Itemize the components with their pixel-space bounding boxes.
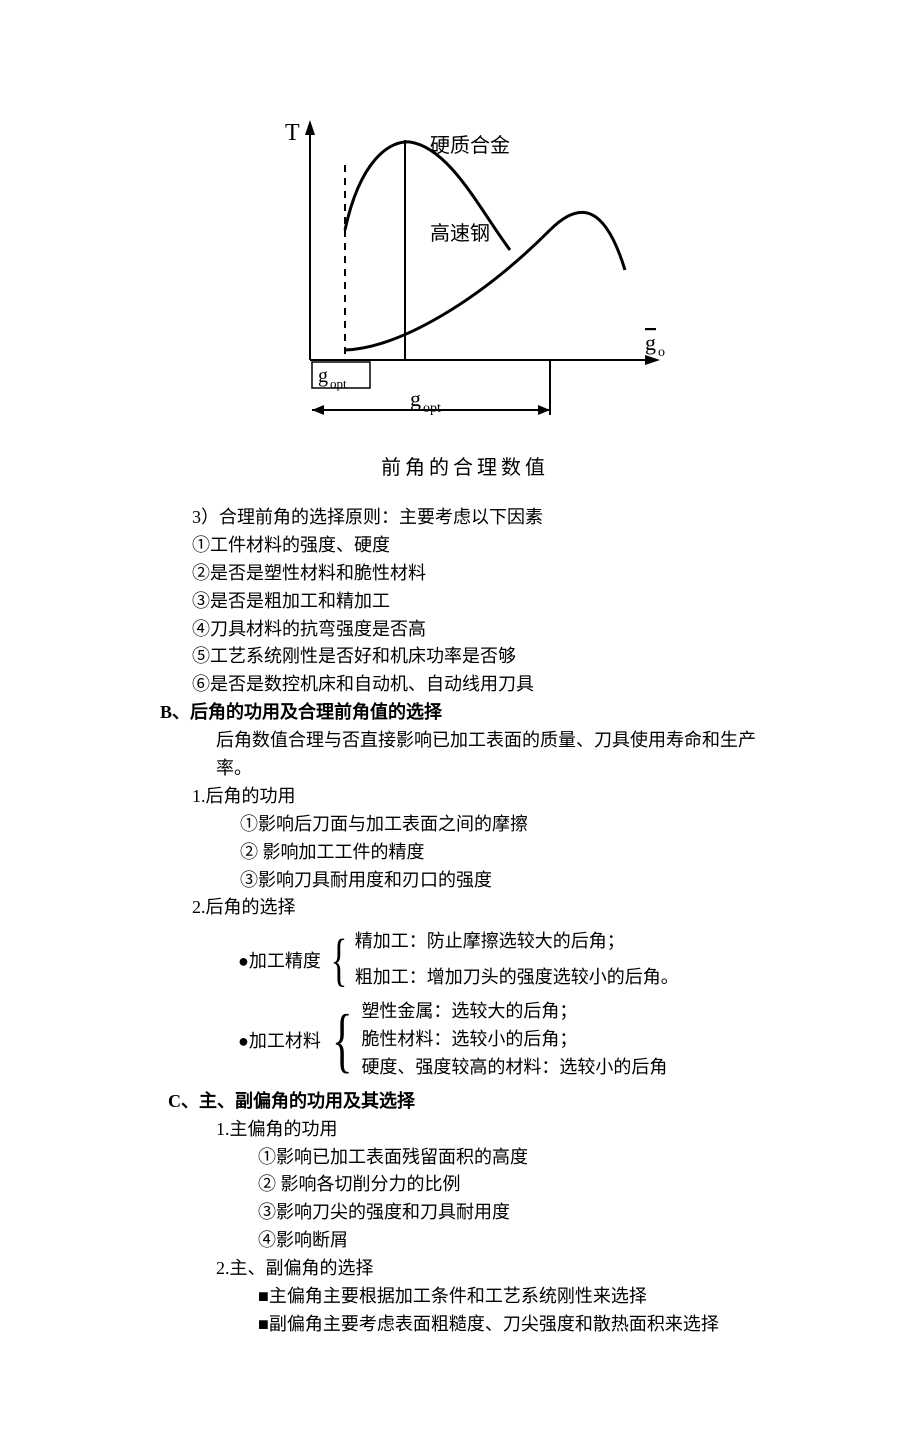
svg-text:opt: opt — [330, 376, 347, 391]
series-hss-label: 高速钢 — [430, 222, 490, 245]
brace-precision-item-1: 精加工：防止摩擦选较大的后角； — [355, 928, 679, 956]
gopt-label-1: g — [318, 365, 328, 387]
sec3-item-2: ②是否是塑性材料和脆性材料 — [160, 560, 770, 588]
brace-material-item-1: 塑性金属：选较大的后角； — [361, 998, 667, 1026]
brace-precision-item-2: 粗加工：增加刀头的强度选较小的后角。 — [355, 964, 679, 992]
B-sub1-item-2: ② 影响加工工件的精度 — [160, 839, 770, 867]
series-carbide-label: 硬质合金 — [430, 134, 510, 157]
chart-svg: T g o 硬质合金 高速钢 g opt g opt — [250, 100, 680, 440]
C-sub1-item-3: ③影响刀尖的强度和刀具耐用度 — [160, 1199, 770, 1227]
rake-angle-chart: T g o 硬质合金 高速钢 g opt g opt — [250, 100, 680, 480]
sec3-item-4: ④刀具材料的抗弯强度是否高 — [160, 616, 770, 644]
svg-text:o: o — [658, 345, 665, 360]
brace-precision: ●加工精度 { 精加工：防止摩擦选较大的后角； 粗加工：增加刀头的强度选较小的后… — [238, 928, 770, 992]
brace-glyph: { — [330, 934, 347, 986]
C-sub2-title: 2.主、副偏角的选择 — [160, 1255, 770, 1283]
x-axis-label: g — [645, 330, 656, 355]
chart-caption: 前角的合理数值 — [250, 451, 680, 480]
B-sub2-title: 2.后角的选择 — [160, 894, 770, 922]
gopt-label-2: g — [410, 386, 421, 411]
B-title: B、后角的功用及合理前角值的选择 — [160, 699, 770, 727]
B-intro: 后角数值合理与否直接影响已加工表面的质量、刀具使用寿命和生产率。 — [160, 727, 770, 783]
svg-text:opt: opt — [423, 401, 441, 416]
sec3-item-6: ⑥是否是数控机床和自动机、自动线用刀具 — [160, 671, 770, 699]
C-sub1-item-2: ② 影响各切削分力的比例 — [160, 1171, 770, 1199]
sec3-heading: 3）合理前角的选择原则：主要考虑以下因素 — [160, 504, 770, 532]
C-sub2-item-1: ■主偏角主要根据加工条件和工艺系统刚性来选择 — [160, 1283, 770, 1311]
sec3-item-3: ③是否是粗加工和精加工 — [160, 588, 770, 616]
y-axis-label: T — [285, 120, 300, 146]
B-sub1-title: 1.后角的功用 — [160, 783, 770, 811]
brace-precision-label: ●加工精度 — [238, 947, 321, 973]
C-sub1-item-4: ④影响断屑 — [160, 1227, 770, 1255]
brace-material-item-3: 硬度、强度较高的材料：选较小的后角 — [361, 1054, 667, 1082]
brace-material-item-2: 脆性材料：选较小的后角； — [361, 1026, 667, 1054]
brace-glyph: { — [332, 1008, 353, 1073]
brace-material-label: ●加工材料 — [238, 1027, 321, 1053]
B-sub1-item-3: ③影响刀具耐用度和刃口的强度 — [160, 867, 770, 895]
C-sub1-title: 1.主偏角的功用 — [160, 1116, 770, 1144]
sec3-item-5: ⑤工艺系统刚性是否好和机床功率是否够 — [160, 643, 770, 671]
C-sub2-item-2: ■副偏角主要考虑表面粗糙度、刀尖强度和散热面积来选择 — [160, 1311, 770, 1339]
sec3-item-1: ①工件材料的强度、硬度 — [160, 532, 770, 560]
C-title: C、主、副偏角的功用及其选择 — [160, 1088, 770, 1116]
brace-material: ●加工材料 { 塑性金属：选较大的后角； 脆性材料：选较小的后角； 硬度、强度较… — [238, 998, 770, 1082]
B-sub1-item-1: ①影响后刀面与加工表面之间的摩擦 — [160, 811, 770, 839]
C-sub1-item-1: ①影响已加工表面残留面积的高度 — [160, 1144, 770, 1172]
